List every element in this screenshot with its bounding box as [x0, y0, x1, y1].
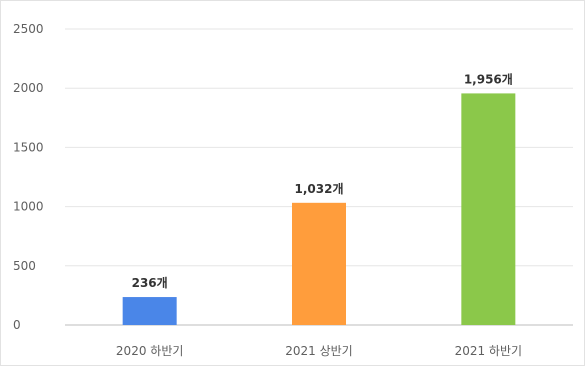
y-tick-label-5: 2500: [13, 22, 44, 36]
bar-2: [461, 93, 516, 325]
x-category-label-1: 2021 상반기: [285, 344, 352, 358]
bars: [122, 93, 516, 325]
y-tick-label-4: 2000: [13, 81, 44, 95]
y-tick-label-0: 0: [13, 318, 21, 332]
data-label-1: 1,032개: [295, 182, 344, 196]
bar-0: [122, 297, 177, 325]
x-category-label-2: 2021 하반기: [455, 344, 522, 358]
x-axis-categories: 2020 하반기 2021 상반기 2021 하반기: [116, 344, 522, 358]
y-tick-label-3: 1500: [13, 140, 44, 154]
y-tick-label-1: 500: [13, 259, 36, 273]
bar-1: [292, 202, 346, 325]
data-label-2: 1,956개: [464, 72, 513, 86]
data-labels: 236개 1,032개 1,956개: [132, 72, 513, 290]
y-axis-ticks: 0 500 1000 1500 2000 2500: [13, 22, 44, 332]
data-label-0: 236개: [132, 276, 168, 290]
y-tick-label-2: 1000: [13, 200, 44, 214]
x-category-label-0: 2020 하반기: [116, 344, 183, 358]
